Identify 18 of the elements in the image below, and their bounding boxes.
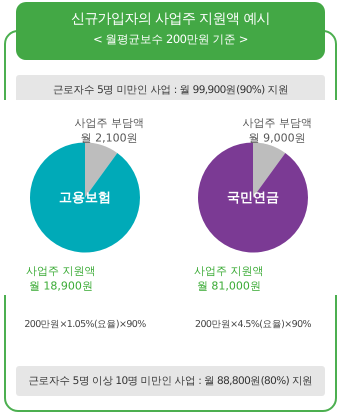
text: 200만원×4.5%(요율)×90% (194, 318, 312, 331)
text: 근로자수 5명 미만인 사업 : 월 99,900원(90%) 지원 (16, 75, 325, 105)
pie-slice (198, 142, 308, 252)
text: 국민연금 (227, 190, 279, 206)
slice-label: 사업주 부담액 (242, 116, 312, 130)
data-label: 월 2,100원 (80, 131, 138, 144)
text: 200만원×1.05%(요율)×90% (23, 318, 147, 331)
slice-label: 사업주 지원액 (26, 264, 96, 278)
text: 근로자수 5명 이상 10명 미만인 사업 : 월 88,800원(80%) 지원 (16, 366, 325, 396)
data-label: 월 81,000원 (196, 280, 261, 293)
data-label: 월 18,900원 (28, 280, 93, 293)
data-label: 월 9,000원 (248, 131, 306, 144)
text: 고용보험 (59, 190, 111, 206)
slice-label: 사업주 지원액 (194, 264, 264, 278)
slice-label: 사업주 부담액 (74, 116, 144, 130)
pie-slice (30, 142, 140, 252)
text: 신규가입자의 사업주 지원액 예시 (70, 10, 272, 28)
text: < 월평균보수 200만원 기준 > (92, 32, 249, 47)
